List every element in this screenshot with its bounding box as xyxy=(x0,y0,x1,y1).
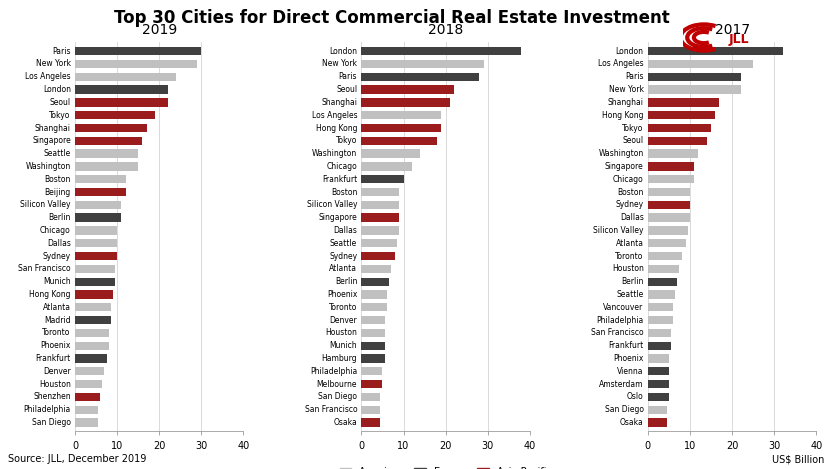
Text: Top 30 Cities for Direct Commercial Real Estate Investment: Top 30 Cities for Direct Commercial Real… xyxy=(113,9,670,27)
Title: 2018: 2018 xyxy=(428,23,463,37)
Bar xyxy=(75,124,147,132)
Bar xyxy=(648,73,741,81)
Bar xyxy=(648,175,694,183)
Bar xyxy=(362,85,454,94)
Bar xyxy=(75,60,197,68)
Bar xyxy=(648,355,669,363)
Bar xyxy=(75,252,117,260)
Bar xyxy=(648,418,666,427)
Bar xyxy=(75,175,126,183)
Bar xyxy=(75,418,98,427)
Bar xyxy=(75,85,167,94)
Bar xyxy=(648,303,673,311)
Bar xyxy=(75,73,176,81)
Bar xyxy=(648,329,671,337)
Text: JLL: JLL xyxy=(729,33,750,46)
Bar xyxy=(648,188,690,196)
Bar xyxy=(648,201,690,209)
Bar xyxy=(75,290,113,299)
Bar xyxy=(362,290,387,299)
Bar xyxy=(362,265,391,273)
Bar xyxy=(362,162,412,171)
Bar xyxy=(362,393,381,401)
Bar xyxy=(75,367,104,376)
Bar xyxy=(75,380,102,388)
Title: 2017: 2017 xyxy=(715,23,750,37)
Bar xyxy=(648,367,669,376)
Bar xyxy=(75,162,138,171)
Bar xyxy=(75,303,111,311)
Bar xyxy=(648,380,669,388)
Bar xyxy=(362,341,385,350)
Bar xyxy=(648,162,694,171)
Bar xyxy=(648,98,720,106)
Bar xyxy=(648,136,707,145)
Bar xyxy=(362,239,397,248)
Bar xyxy=(362,213,399,222)
Bar xyxy=(75,47,202,55)
Bar xyxy=(648,239,686,248)
Bar xyxy=(362,60,484,68)
Bar xyxy=(362,355,385,363)
Bar xyxy=(75,226,117,234)
Bar xyxy=(648,226,688,234)
Legend: Americas, Europe, Asia Pacific: Americas, Europe, Asia Pacific xyxy=(336,463,556,469)
Bar xyxy=(648,252,681,260)
Bar xyxy=(362,111,441,119)
Bar xyxy=(362,329,385,337)
Bar xyxy=(75,406,98,414)
Bar xyxy=(362,73,479,81)
Bar xyxy=(648,265,680,273)
Bar xyxy=(362,188,399,196)
Title: 2019: 2019 xyxy=(142,23,177,37)
Bar xyxy=(75,265,115,273)
Bar xyxy=(75,341,108,350)
Bar xyxy=(362,226,399,234)
Bar xyxy=(362,150,421,158)
Bar xyxy=(362,98,450,106)
Bar xyxy=(362,136,437,145)
Text: US$ Billion: US$ Billion xyxy=(772,454,825,464)
Bar xyxy=(648,406,666,414)
Bar xyxy=(648,60,753,68)
Bar xyxy=(648,316,673,324)
Bar xyxy=(362,367,382,376)
Text: Source: JLL, December 2019: Source: JLL, December 2019 xyxy=(8,454,147,464)
Bar xyxy=(362,175,403,183)
Bar xyxy=(648,85,741,94)
Bar xyxy=(362,278,389,286)
Bar xyxy=(75,188,126,196)
Bar xyxy=(75,150,138,158)
Bar xyxy=(75,201,122,209)
Bar xyxy=(362,406,381,414)
Bar xyxy=(362,47,521,55)
Bar xyxy=(75,329,108,337)
Bar xyxy=(362,252,395,260)
Bar xyxy=(362,201,399,209)
Bar xyxy=(648,290,676,299)
Bar xyxy=(75,136,142,145)
Bar xyxy=(648,278,677,286)
Bar xyxy=(648,111,716,119)
Bar xyxy=(362,418,381,427)
Bar xyxy=(75,239,117,248)
Bar xyxy=(75,213,122,222)
Bar xyxy=(362,380,382,388)
Bar xyxy=(648,341,671,350)
Bar xyxy=(362,316,385,324)
Bar xyxy=(75,355,107,363)
Bar xyxy=(75,111,155,119)
Bar xyxy=(75,393,100,401)
Bar xyxy=(648,47,783,55)
Bar xyxy=(75,278,115,286)
Bar xyxy=(648,150,698,158)
Bar xyxy=(648,124,711,132)
Bar xyxy=(362,303,387,311)
Bar xyxy=(75,316,111,324)
Bar xyxy=(648,213,690,222)
Bar xyxy=(362,124,441,132)
Bar xyxy=(75,98,167,106)
Bar xyxy=(648,393,669,401)
